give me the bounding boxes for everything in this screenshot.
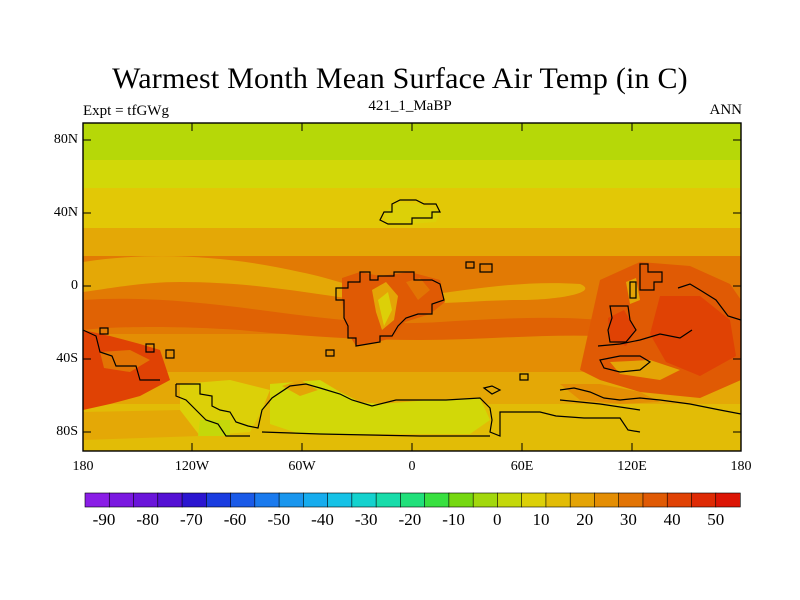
colorbar-swatch <box>521 492 547 508</box>
colorbar-swatch <box>254 492 280 508</box>
lon-tick-label: 120E <box>617 459 647 474</box>
colorbar-swatch <box>303 492 329 508</box>
colorbar-tick-label: -80 <box>136 510 160 529</box>
lon-tick-label: 180 <box>72 459 94 474</box>
colorbar-swatch <box>569 492 596 508</box>
colorbar-swatch <box>448 492 474 508</box>
colorbar-swatch <box>108 492 135 508</box>
colorbar-swatch <box>84 492 110 508</box>
colorbar-swatch <box>424 492 450 508</box>
colorbar-tick-label: -60 <box>223 510 247 529</box>
lon-tick-label: 60E <box>510 459 534 474</box>
colorbar-swatch <box>375 492 401 508</box>
colorbar-swatch <box>278 492 304 508</box>
colorbar-swatch <box>691 492 717 508</box>
colorbar-tick-label: 20 <box>576 510 594 529</box>
colorbar-tick-label: 30 <box>619 510 637 529</box>
colorbar-swatch <box>497 492 523 508</box>
lon-tick-label: 60W <box>288 459 316 474</box>
colorbar-tick-label: 0 <box>493 510 502 529</box>
axis-ticks <box>83 123 741 451</box>
period-label: ANN <box>709 102 743 118</box>
colorbar-tick-label: 10 <box>532 510 550 529</box>
colorbar-tick-label: -70 <box>180 510 203 529</box>
lat-tick-label: 0 <box>71 278 78 293</box>
colorbar-swatch <box>133 492 159 508</box>
colorbar-swatch <box>327 492 353 508</box>
colorbar-swatch <box>594 492 620 508</box>
lon-tick-label: 120W <box>174 459 210 474</box>
colorbar-tick-label: 40 <box>663 510 681 529</box>
lon-tick-label: 180 <box>730 459 752 474</box>
colorbar-swatch <box>472 492 499 508</box>
lat-tick-label: 80S <box>56 424 78 439</box>
colorbar-tick-label: -30 <box>354 510 378 529</box>
colorbar-tick-label: -90 <box>92 510 116 529</box>
colorbar-tick-label: -10 <box>442 510 465 529</box>
colorbar-swatch <box>351 492 377 508</box>
lat-tick-label: 40S <box>56 351 78 366</box>
colorbar-swatch <box>230 492 256 508</box>
colorbar-swatch <box>618 492 644 508</box>
colorbar-swatch <box>181 492 207 508</box>
colorbar-swatch <box>666 492 693 508</box>
colorbar-swatch <box>642 492 668 508</box>
colorbar-swatch <box>157 492 183 508</box>
colorbar-swatch <box>545 492 571 508</box>
lat-tick-label: 80N <box>53 132 78 147</box>
lat-tick-label: 40N <box>53 205 78 220</box>
colorbar-swatch <box>206 492 232 508</box>
colorbar <box>84 492 741 508</box>
map-title: Warmest Month Mean Surface Air Temp (in … <box>112 62 688 95</box>
colorbar-swatch <box>715 492 741 508</box>
colorbar-tick-label: -20 <box>398 510 422 529</box>
case-label: 421_1_MaBP <box>368 98 452 114</box>
lon-tick-label: 0 <box>408 459 416 474</box>
temperature-field <box>83 123 741 451</box>
colorbar-swatch <box>400 492 426 508</box>
colorbar-tick-label: 50 <box>707 510 725 529</box>
colorbar-tick-label: -40 <box>311 510 334 529</box>
colorbar-tick-label: -50 <box>267 510 291 529</box>
experiment-label: Expt = tfGWg <box>83 103 169 119</box>
